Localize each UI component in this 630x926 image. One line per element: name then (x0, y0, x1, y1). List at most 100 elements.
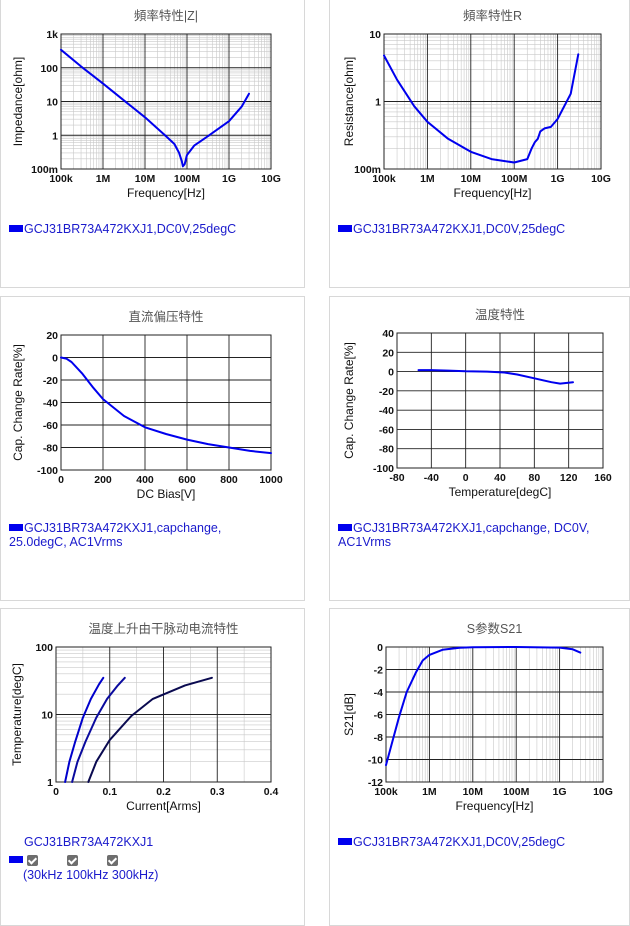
x-tick-label: 160 (594, 472, 612, 484)
legend-swatch (338, 838, 352, 846)
y-tick-label: 1 (375, 97, 381, 109)
panel-s21: S参数S21 100k 1M 10M 100M 1G 10G 0 -2 -4 -6 -8 -10 -12 F… (329, 608, 630, 926)
x-tick-label: 800 (220, 474, 238, 486)
legend-impedance[interactable]: GCJ31BR73A472KXJ1,DC0V,25degC (9, 222, 236, 236)
x-tick-label: 10M (135, 173, 156, 185)
y-tick-label: 0 (52, 353, 58, 365)
y-tick-label: 1 (47, 777, 53, 789)
y-tick-label: -12 (368, 777, 383, 789)
x-axis-label: Frequency[Hz] (453, 186, 531, 200)
legend-swatch (9, 524, 23, 532)
y-tick-label: -10 (368, 755, 383, 767)
y-tick-label: 1k (46, 29, 58, 41)
x-tick-label: -40 (424, 472, 439, 484)
x-tick-label: 0 (53, 786, 59, 798)
legend-swatch (9, 856, 23, 864)
panel-dc-bias: 直流偏压特性 0 200 400 600 800 1000 20 0 -20 -40 -60 -80 -1… (0, 296, 305, 601)
panel-ripple: 温度上升由干脉动电流特性 0 0.1 0.2 0.3 0.4 1 10 100 Current[A… (0, 608, 305, 926)
legend-swatch (338, 225, 352, 233)
y-tick-label: -40 (43, 398, 58, 410)
legend-frequency-options: (30kHz 100kHz 300kHz) (23, 868, 159, 882)
x-axis-label: Current[Arms] (126, 799, 201, 813)
y-tick-label: -60 (379, 424, 394, 436)
x-tick-label: 0 (58, 474, 64, 486)
y-tick-label: 1 (52, 130, 58, 142)
chart-s21: S参数S21 100k 1M 10M 100M 1G 10G 0 -2 -4 -6 -8 -10 -12 F… (342, 621, 613, 813)
y-axis-label: Resistance[ohm] (342, 57, 356, 146)
legend-label-line2: AC1Vrms (338, 535, 392, 549)
legend-checkbox-row (9, 853, 158, 867)
panel-impedance: 頻率特性|Z| 100k 1M 10M 100M 1G 10G 100m 1 10 100 1k Fre… (0, 0, 305, 288)
series-line (60, 356, 272, 455)
legend-resistance[interactable]: GCJ31BR73A472KXJ1,DC0V,25degC (338, 222, 565, 236)
x-tick-label: 80 (528, 472, 540, 484)
x-tick-label: 1000 (259, 474, 283, 486)
x-tick-label: 10G (591, 173, 611, 185)
y-tick-label: 100m (354, 164, 381, 176)
x-tick-label: 0 (463, 472, 469, 484)
chart-title: 頻率特性|Z| (134, 8, 198, 23)
x-tick-label: 100M (174, 173, 201, 185)
legend-label-line1: GCJ31BR73A472KXJ1,capchange, DC0V, (353, 521, 590, 535)
x-tick-label: 1M (96, 173, 111, 185)
x-tick-label: 1G (222, 173, 236, 185)
y-axis-label: S21[dB] (342, 693, 356, 736)
series-line (71, 676, 126, 783)
x-axis-label: Temperature[degC] (449, 485, 552, 499)
legend-swatch (9, 225, 23, 233)
x-tick-label: 1G (551, 173, 565, 185)
plot-frame (55, 646, 272, 783)
x-tick-label: 1M (420, 173, 435, 185)
panel-temperature: 温度特性 -80 -40 0 40 80 120 160 40 20 0 -20 -40 -60 -80 -1… (329, 296, 630, 601)
legend-dc-bias[interactable]: GCJ31BR73A472KXJ1,capchange, 25.0degC, A… (9, 521, 221, 549)
y-tick-label: 100 (35, 642, 53, 654)
legend-temperature[interactable]: GCJ31BR73A472KXJ1,capchange, DC0V, AC1Vr… (338, 521, 590, 549)
checkbox-300khz[interactable] (107, 855, 118, 867)
plot-frame (383, 33, 602, 170)
x-tick-label: 100k (374, 786, 398, 798)
y-tick-label: -20 (43, 375, 58, 387)
plot-frame (396, 332, 604, 469)
legend-label: GCJ31BR73A472KXJ1,DC0V,25degC (353, 222, 566, 236)
x-tick-label: 400 (136, 474, 154, 486)
chart-title: 頻率特性R (463, 8, 522, 23)
y-tick-label: 0 (388, 367, 394, 379)
legend-label: GCJ31BR73A472KXJ1,DC0V,25degC (24, 222, 237, 236)
series-line (60, 48, 250, 168)
x-tick-label: 200 (94, 474, 112, 486)
x-tick-label: 1G (553, 786, 567, 798)
checkbox-30khz[interactable] (27, 855, 38, 867)
series-line (385, 646, 582, 767)
y-tick-label: -40 (379, 405, 394, 417)
chart-temperature: 温度特性-80 -40 0 40 80 120 16040200-20-40-60-80-1… (342, 307, 612, 499)
y-tick-label: 100 (40, 63, 58, 75)
legend-ripple[interactable]: GCJ31BR73A472KXJ1 (30kHz 100kHz 300kHz) (9, 835, 158, 882)
x-tick-label: 0.2 (156, 786, 171, 798)
x-tick-label: -80 (389, 472, 404, 484)
x-tick-label: 100M (503, 786, 530, 798)
x-tick-label: 10G (261, 173, 281, 185)
y-tick-label: -8 (374, 732, 383, 744)
x-tick-label: 0.3 (210, 786, 225, 798)
checkbox-100khz[interactable] (67, 855, 78, 867)
y-tick-label: 0 (377, 642, 383, 654)
chart-ripple: 温度上升由干脉动电流特性 0 0.1 0.2 0.3 0.4 1 10 100 Current[A… (10, 621, 278, 813)
x-tick-label: 10G (593, 786, 613, 798)
y-tick-label: -80 (43, 443, 58, 455)
y-tick-label: 10 (369, 29, 381, 41)
y-tick-label: 20 (382, 347, 394, 359)
chart-title: 温度上升由干脉动电流特性 (88, 621, 238, 636)
legend-s21[interactable]: GCJ31BR73A472KXJ1,DC0V,25degC (338, 835, 565, 849)
plot-frame (60, 33, 272, 170)
major-grid (396, 332, 604, 469)
x-tick-label: 1M (422, 786, 437, 798)
y-tick-label: -100 (37, 465, 58, 477)
x-axis-label: DC Bias[V] (137, 487, 196, 501)
y-tick-label: 10 (41, 710, 53, 722)
x-tick-label: 100k (49, 173, 73, 185)
chart-impedance: 頻率特性|Z| 100k 1M 10M 100M 1G 10G 100m 1 10 100 1k Fre… (11, 8, 281, 200)
plot-frame (60, 334, 272, 471)
y-tick-label: -2 (374, 665, 383, 677)
legend-label: GCJ31BR73A472KXJ1,DC0V,25degC (353, 835, 566, 849)
